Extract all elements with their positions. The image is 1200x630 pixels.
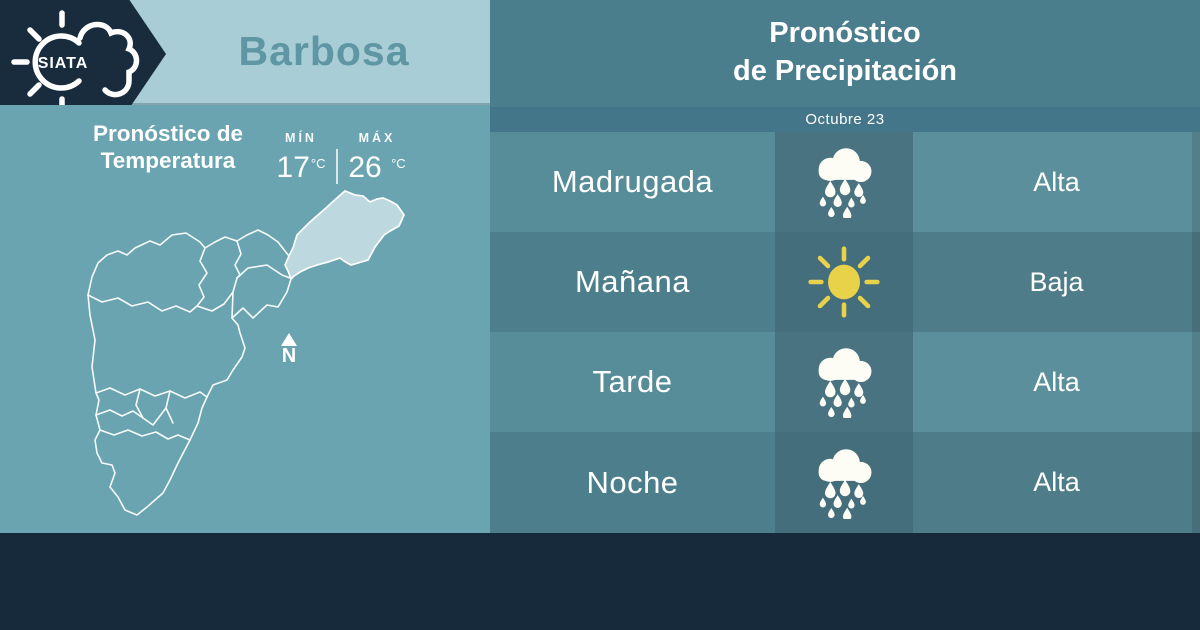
probability-level: Baja: [913, 232, 1200, 332]
sun-icon: [808, 246, 880, 318]
probability-level: Alta: [913, 432, 1200, 533]
min-label: MÍN: [285, 131, 317, 145]
probability-level: Alta: [913, 132, 1200, 232]
max-value: 26 °C: [348, 151, 406, 184]
rain-cloud-icon: [806, 146, 882, 218]
forecast-date: Octubre 23: [490, 107, 1200, 132]
temperature-min: MÍN 17°C: [266, 131, 336, 185]
forecast-row-noche: Noche Alta: [490, 432, 1200, 533]
period-label: Madrugada: [490, 132, 775, 232]
precipitation-header: Pronóstico de Precipitación: [490, 0, 1200, 107]
footer-bar: @siatamedellin www.siata.gov.co Con el a…: [0, 533, 1200, 630]
rain-cloud-icon: [806, 346, 882, 418]
min-value: 17°C: [276, 151, 326, 184]
weather-icon-cell: [775, 332, 913, 432]
max-label: MÁX: [358, 131, 396, 145]
aburra-valley-map: [87, 190, 405, 516]
precip-title-line1: Pronóstico: [769, 17, 921, 49]
siata-logo-block: SIATA: [0, 0, 166, 108]
temperature-map-panel: Pronóstico de Temperatura MÍN 17°C MÁX 2…: [0, 105, 490, 533]
forecast-table: Madrugada Alta Mañana Baja Tarde Alta: [490, 132, 1200, 533]
forecast-row-madrugada: Madrugada Alta: [490, 132, 1200, 232]
probability-level: Alta: [913, 332, 1200, 432]
right-edge-shade: [1192, 132, 1200, 533]
siata-sun-cloud-icon: SIATA: [11, 10, 140, 108]
highlighted-municipality-barbosa: [284, 190, 405, 280]
period-label: Noche: [490, 432, 775, 533]
north-indicator: N: [274, 333, 304, 367]
rain-cloud-icon: [806, 447, 882, 519]
north-arrow-icon: [281, 333, 297, 346]
period-label: Mañana: [490, 232, 775, 332]
forecast-row-tarde: Tarde Alta: [490, 332, 1200, 432]
temperature-max: MÁX 26 °C: [342, 131, 412, 185]
location-title: Barbosa: [238, 28, 410, 74]
siata-logo-text: SIATA: [38, 55, 89, 72]
period-label: Tarde: [490, 332, 775, 432]
temperature-title: Pronóstico de Temperatura: [92, 121, 244, 174]
precip-title-line2: de Precipitación: [732, 54, 957, 87]
weather-icon-cell: [775, 132, 913, 232]
forecast-row-manana: Mañana Baja: [490, 232, 1200, 332]
temperature-divider: [336, 149, 338, 184]
weather-icon-cell: [775, 232, 913, 332]
weather-icon-cell: [775, 432, 913, 533]
